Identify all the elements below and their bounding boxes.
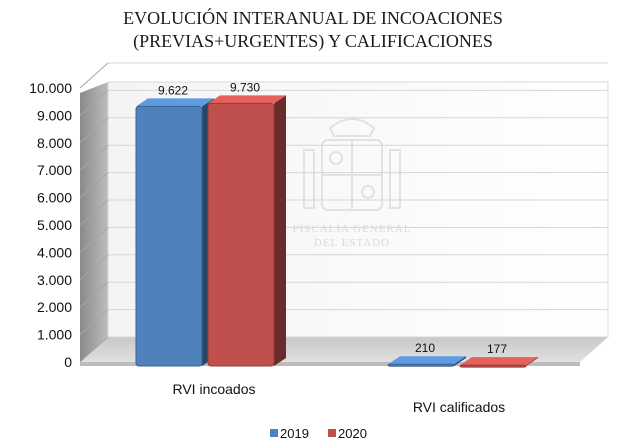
bar (459, 357, 538, 368)
watermark: FISCALÍA GENERAL DEL ESTADO (293, 118, 412, 249)
y-tick-label: 7.000 (37, 162, 72, 178)
x-category-label: RVI incoados (172, 381, 255, 397)
side-wall (80, 82, 108, 362)
bar-front-face (207, 102, 275, 367)
watermark-line-2: DEL ESTADO (314, 237, 390, 249)
bar-side-face (274, 95, 286, 366)
y-tick-label: 2.000 (37, 299, 72, 315)
data-label: 177 (487, 342, 507, 356)
gridline-side (79, 144, 109, 171)
gridline-side (79, 254, 109, 281)
y-tick-label: 1.000 (37, 327, 72, 343)
bar-top-face (460, 357, 538, 366)
data-label: 210 (415, 341, 435, 355)
gridline-side (79, 227, 109, 253)
y-tick-label: 8.000 (37, 135, 72, 151)
legend-label: 2019 (280, 426, 309, 441)
legend-item: 2019 (270, 426, 309, 441)
y-tick-label: 10.000 (29, 80, 72, 96)
bar-front-face (135, 105, 203, 367)
gridline-side (79, 281, 109, 308)
gridline-side (79, 172, 109, 198)
legend-label: 2020 (338, 426, 367, 441)
bar-front-face (459, 364, 527, 368)
y-tick-label: 0 (64, 354, 72, 370)
chart-title-line-1: EVOLUCIÓN INTERANUAL DE INCOACIONES (123, 7, 503, 28)
chart-title-line-2: (PREVIAS+URGENTES) Y CALIFICACIONES (133, 31, 493, 52)
bar-side-face (526, 357, 538, 366)
bar-front-face (387, 363, 455, 367)
bar (135, 98, 214, 367)
gridline-side (79, 309, 109, 335)
bar (387, 356, 466, 367)
legend-swatch (270, 429, 278, 437)
y-tick-label: 3.000 (37, 272, 72, 288)
data-label: 9.730 (230, 80, 260, 94)
gridline-side (79, 62, 109, 89)
bar-side-face (454, 356, 466, 366)
bar-top-face (208, 95, 286, 104)
bar-top-face (388, 356, 466, 365)
coat-of-arms-icon (303, 118, 401, 211)
bars: 9.622 9.730 210 177 (135, 80, 538, 368)
gridline-side (79, 336, 109, 363)
legend-swatch (328, 429, 336, 437)
gridline-side (79, 199, 109, 226)
y-tick-label: 5.000 (37, 217, 72, 233)
legend-item: 2020 (328, 426, 367, 441)
chart-title: EVOLUCIÓN INTERANUAL DE INCOACIONES (PRE… (123, 7, 503, 52)
watermark-line-1: FISCALÍA GENERAL (293, 223, 412, 235)
x-axis: RVI incoados RVI calificados (172, 381, 505, 415)
data-label: 9.622 (158, 83, 188, 97)
y-tick-label: 4.000 (37, 244, 72, 260)
bar-top-face (136, 98, 214, 107)
bar (207, 95, 286, 367)
y-tick-label: 6.000 (37, 190, 72, 206)
x-category-label: RVI calificados (413, 399, 505, 415)
legend: 2019 2020 (270, 426, 367, 441)
gridline-side (79, 117, 109, 144)
gridline-side (79, 90, 109, 116)
y-tick-label: 9.000 (37, 107, 72, 123)
y-axis: 10.000 9.000 8.000 7.000 6.000 5.000 4.000 3.00… (29, 80, 72, 370)
